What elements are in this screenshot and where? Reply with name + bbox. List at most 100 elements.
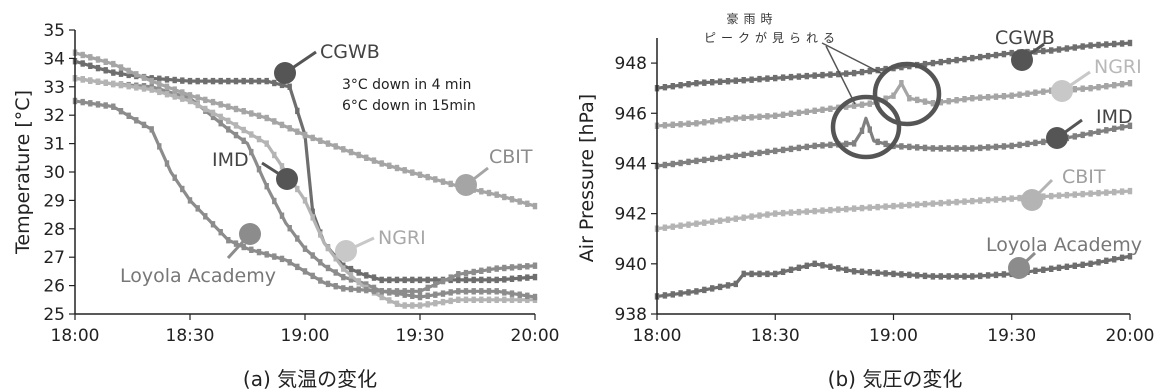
- pressure-label-ngri-text: NGRI: [1094, 56, 1142, 78]
- pressure-series-cbit-point: [875, 203, 880, 211]
- temperature-series-cgwb-point: [502, 276, 507, 283]
- pressure-series-imd-point: [765, 148, 770, 156]
- pressure-series-ngri-point: [812, 107, 817, 114]
- pressure-series-ngri-point: [702, 119, 707, 126]
- pressure-series-ngri-point: [867, 100, 872, 107]
- temperature-series-ngri-point: [463, 296, 469, 303]
- temperature-series-loyola-academy-point: [456, 288, 461, 295]
- pressure-series-imd-point: [978, 144, 983, 152]
- pressure-series-imd-point: [1096, 128, 1101, 135]
- pressure-series-loyola-academy-point: [694, 288, 699, 295]
- pressure-series-cgwb-point: [930, 59, 936, 67]
- pressure-label-cbit-text: CBIT: [1062, 166, 1106, 188]
- temperature-series-imd-point: [333, 269, 338, 276]
- temperature-series-ngri-point: [310, 214, 315, 221]
- temperature-series-imd-point: [295, 235, 300, 242]
- pressure-y-tick-label: 940: [615, 255, 647, 275]
- temperature-series-ngri-point: [149, 86, 154, 93]
- temperature-series-loyola-academy-point: [433, 291, 438, 298]
- temperature-series-ngri-point: [325, 244, 331, 252]
- temperature-series-cbit-point: [111, 60, 116, 68]
- pressure-peak-circle-imd: [830, 94, 902, 160]
- temperature-series-loyola-academy-point: [486, 288, 492, 295]
- temperature-series-ngri-point: [141, 85, 147, 92]
- temperature-series-imd-point: [532, 262, 538, 269]
- pressure-series-loyola-academy-point: [1096, 259, 1101, 266]
- pressure-series-loyola-academy-point: [1104, 257, 1109, 264]
- pressure-series-cbit-point: [985, 196, 991, 204]
- temperature-y-tick-label: 28: [43, 220, 65, 240]
- temperature-series-ngri-point: [471, 296, 476, 303]
- temperature-label-ngri: NGRI: [335, 227, 426, 262]
- temperature-series-loyola-academy-point: [95, 101, 101, 108]
- temperature-series-loyola-academy-markers: [72, 97, 538, 301]
- temperature-series-ngri-point: [356, 279, 361, 286]
- temperature-series-cbit-point: [325, 140, 331, 147]
- pressure-series-cgwb-point: [710, 79, 715, 86]
- temperature-series-cgwb-point: [387, 276, 392, 284]
- temperature-series-loyola-academy-point: [509, 290, 515, 297]
- temperature-series-ngri-point: [203, 105, 208, 113]
- pressure-series-cgwb-point: [1096, 41, 1101, 49]
- pressure-series-ngri-point: [922, 98, 928, 105]
- pressure-x-ticks: 18:00 18:30 19:00 19:30 20:00: [633, 314, 1155, 346]
- pressure-series-ngri-point: [962, 96, 967, 103]
- temperature-series-cgwb-point: [456, 276, 461, 284]
- pressure-series-ngri-point: [930, 100, 936, 107]
- pressure-series-ngri-point: [1096, 84, 1101, 91]
- temperature-series-ngri-point: [387, 297, 392, 304]
- pressure-series-cbit-point: [978, 197, 983, 204]
- temperature-series-cgwb-point: [379, 276, 384, 284]
- temperature-series-ngri-point: [233, 122, 239, 129]
- temperature-series-ngri-point: [187, 97, 193, 105]
- temperature-series-cbit-point: [417, 171, 423, 178]
- pressure-series-imd-point: [678, 159, 683, 167]
- temperature-series-ngri-point: [410, 302, 415, 309]
- temperature-series-cbit-point: [103, 58, 108, 65]
- pressure-series-ngri-point: [828, 105, 833, 112]
- temperature-series-cbit-point: [341, 146, 346, 153]
- pressure-series-cbit-point: [1017, 194, 1022, 202]
- temperature-series-loyola-academy-point: [494, 288, 499, 295]
- pressure-annotation-pointer-2: [825, 45, 856, 105]
- temperature-series-cgwb-point: [402, 276, 407, 284]
- temperature-label-ngri-text: NGRI: [378, 227, 426, 249]
- temperature-series-cbit-markers: [72, 49, 538, 210]
- temperature-y-tick-label: 30: [43, 163, 65, 183]
- pressure-series-ngri-point: [899, 80, 904, 87]
- pressure-series-imd-point: [962, 145, 967, 152]
- pressure-series-cbit-point: [678, 222, 683, 229]
- pressure-series-cbit-point: [788, 209, 794, 216]
- pressure-series-ngri-point: [883, 95, 888, 102]
- pressure-series-cgwb-point: [875, 66, 880, 74]
- temperature-series-imd-point: [525, 263, 530, 270]
- temperature-series-ngri-point: [126, 83, 131, 90]
- temperature-series-imd-point: [256, 166, 262, 173]
- temperature-series-ngri-point: [210, 109, 216, 117]
- temperature-series-cbit-point: [364, 154, 369, 161]
- pressure-series-cbit-point: [773, 210, 778, 217]
- temperature-series-ngri-point: [525, 296, 530, 303]
- pressure-series-cgwb-point: [1080, 43, 1085, 50]
- temperature-series-loyola-academy-point: [264, 251, 269, 258]
- pressure-series-imd-point: [930, 145, 936, 152]
- temperature-series-ngri-point: [417, 302, 423, 309]
- pressure-series-ngri-point: [1127, 80, 1133, 87]
- pressure-series-loyola-academy-point: [678, 290, 683, 297]
- temperature-series-ngri-point: [348, 272, 354, 279]
- pressure-series-ngri-point: [717, 117, 723, 124]
- pressure-series-cbit-point: [1088, 190, 1093, 197]
- pressure-series-imd-point: [757, 149, 762, 157]
- temperature-series-cbit-point: [134, 71, 139, 78]
- pressure-series-cbit-point: [812, 207, 817, 215]
- temperature-series-imd-point: [433, 281, 438, 288]
- temperature-series-cgwb-point: [157, 75, 162, 82]
- temperature-x-tick-label: 18:30: [166, 326, 215, 346]
- pressure-label-loyola: Loyola Academy: [986, 234, 1142, 279]
- temperature-series-cbit-point: [256, 112, 262, 119]
- temperature-series-cgwb-point: [218, 77, 223, 85]
- pressure-series-loyola-academy-point: [985, 272, 991, 279]
- temperature-series-loyola-academy-point: [203, 213, 208, 220]
- pressure-series-loyola-academy-point: [844, 266, 849, 273]
- pressure-series-cgwb-point: [1112, 40, 1117, 48]
